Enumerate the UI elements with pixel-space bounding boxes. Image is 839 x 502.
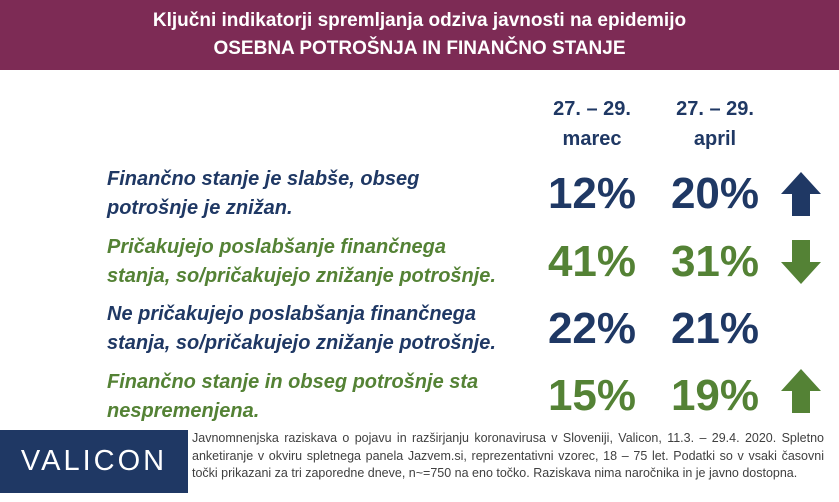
indicator-label: Finančno stanje in obseg potrošnje sta n… <box>107 368 537 426</box>
value-april: 19% <box>670 371 760 420</box>
indicator-label-line: stanja, so/pričakujejo znižanje potrošnj… <box>107 265 496 287</box>
value-april: 21% <box>670 304 760 353</box>
title-banner: Ključni indikatorji spremljanja odziva j… <box>0 0 839 70</box>
column-header-april: 27. – 29. april <box>655 94 775 154</box>
value-march: 41% <box>547 237 637 286</box>
arrow-down-icon <box>781 240 821 284</box>
column-header-march: 27. – 29. marec <box>532 94 652 154</box>
indicator-label-line: Finančno stanje in obseg potrošnje sta <box>107 371 479 393</box>
indicator-label: Finančno stanje je slabše, obseg potrošn… <box>107 165 537 223</box>
page-subtitle: OSEBNA POTROŠNJA IN FINANČNO STANJE <box>213 38 626 59</box>
column-header-month: april <box>693 128 737 150</box>
indicator-label-line: Ne pričakujejo poslabšanja finančnega <box>107 303 477 325</box>
indicator-label-line: stanja, so/pričakujejo znižanje potrošnj… <box>107 332 496 354</box>
value-april: 31% <box>670 237 760 286</box>
value-march: 12% <box>547 169 637 218</box>
valicon-logo: VALICON <box>0 430 188 493</box>
indicator-label: Pričakujejo poslabšanje finančnega stanj… <box>107 233 537 291</box>
arrow-up-icon <box>781 369 821 413</box>
methodology-note: Javnomnenjska raziskava o pojavu in razš… <box>192 431 824 480</box>
page-title: Ključni indikatorji spremljanja odziva j… <box>152 10 687 31</box>
value-march: 22% <box>547 304 637 353</box>
value-march: 15% <box>547 371 637 420</box>
indicator-label: Ne pričakujejo poslabšanja finančnega st… <box>107 300 537 358</box>
indicator-label-line: Pričakujejo poslabšanje finančnega <box>107 236 447 258</box>
indicator-label-line: Finančno stanje je slabše, obseg <box>107 168 420 190</box>
column-header-month: marec <box>562 128 622 150</box>
column-header-date-range: 27. – 29. <box>553 98 631 120</box>
value-april: 20% <box>670 169 760 218</box>
indicator-label-line: nespremenjena. <box>107 400 260 422</box>
column-header-date-range: 27. – 29. <box>676 98 754 120</box>
indicator-label-line: potrošnje je znižan. <box>107 197 293 219</box>
arrow-up-icon <box>781 172 821 216</box>
